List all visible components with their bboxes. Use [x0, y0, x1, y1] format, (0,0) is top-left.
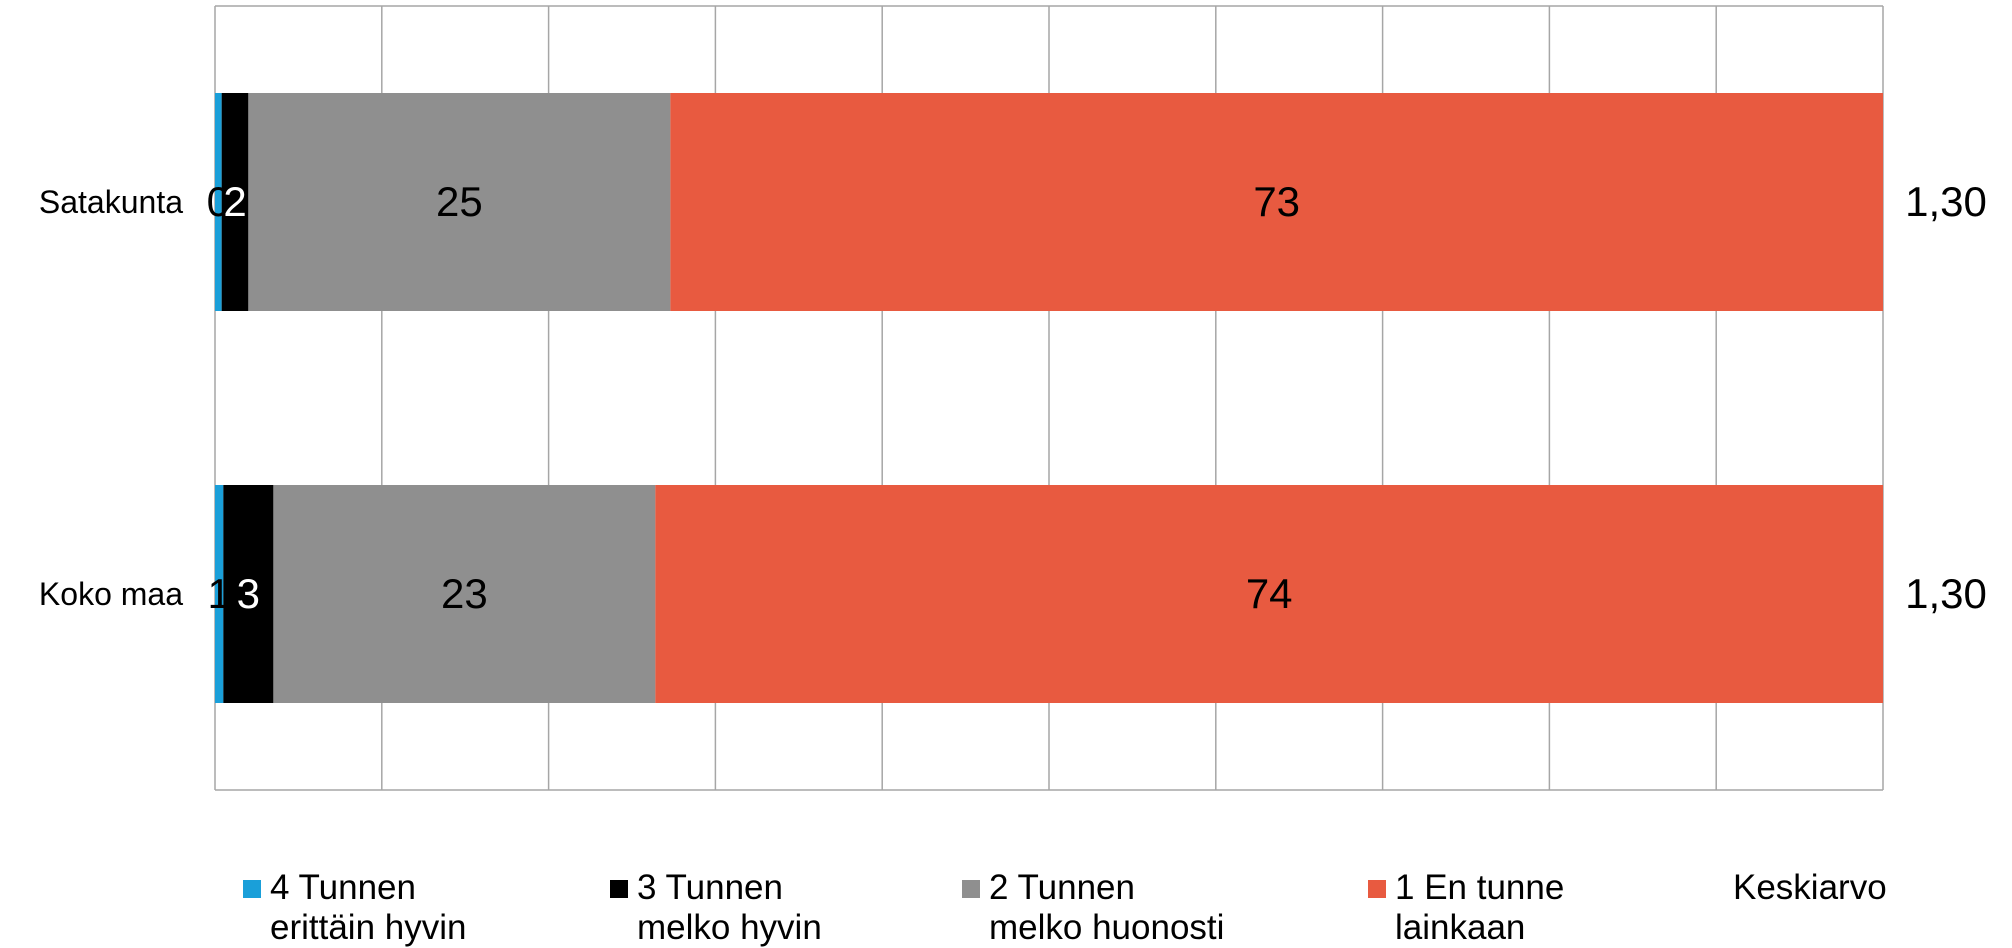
category-labels: Satakunta Koko maa — [39, 184, 183, 612]
legend-swatch — [962, 880, 980, 898]
bar-segment — [221, 93, 249, 311]
average-value-label: 1,30 — [1905, 570, 1987, 617]
legend-label: 1 En tunne lainkaan — [1395, 868, 1565, 947]
bar-segment — [215, 485, 224, 703]
data-label: 25 — [436, 178, 483, 225]
legend-item: 2 Tunnen melko huonosti — [962, 868, 1224, 948]
legend-label: 2 Tunnen melko huonosti — [989, 868, 1225, 947]
data-label: 23 — [441, 570, 488, 617]
legend-item: 3 Tunnen melko hyvin — [610, 868, 822, 948]
bar-segment — [273, 485, 656, 703]
legend-swatch — [1368, 880, 1386, 898]
data-label: 2 — [223, 178, 246, 225]
category-label: Koko maa — [39, 576, 183, 612]
legend-item: 1 En tunne lainkaan — [1368, 868, 1564, 948]
average-value-label: 1,30 — [1905, 178, 1987, 225]
stacked-bar-chart: 02 25 73 1 3 23 74 Satakunta Koko maa 1,30 1,30 — [39, 5, 1987, 791]
legend-label: Keskiarvo — [1733, 868, 1887, 907]
chart-legend: 4 Tunnen erittäin hyvin 3 Tunnen melko hy… — [0, 860, 2012, 947]
bar-segment — [248, 93, 671, 311]
category-label: Satakunta — [39, 184, 183, 220]
bar-segment — [670, 93, 1883, 311]
data-label: 0 — [207, 178, 230, 225]
average-labels: 1,30 1,30 — [1905, 178, 1987, 617]
data-label: 74 — [1246, 570, 1293, 617]
bar-segment — [223, 485, 274, 703]
legend-swatch — [243, 880, 261, 898]
bar-segment — [655, 485, 1883, 703]
chart-bars: 02 25 73 1 3 23 74 — [207, 93, 1883, 703]
legend-swatch — [610, 880, 628, 898]
legend-label: 4 Tunnen erittäin hyvin — [270, 868, 467, 947]
data-label: 1 — [207, 570, 230, 617]
legend-item: Keskiarvo — [1733, 868, 1887, 908]
legend-label: 3 Tunnen melko hyvin — [637, 868, 822, 947]
data-label: 3 — [237, 570, 260, 617]
data-label: 73 — [1253, 178, 1300, 225]
legend-item: 4 Tunnen erittäin hyvin — [243, 868, 466, 948]
bar-segment — [215, 93, 222, 311]
